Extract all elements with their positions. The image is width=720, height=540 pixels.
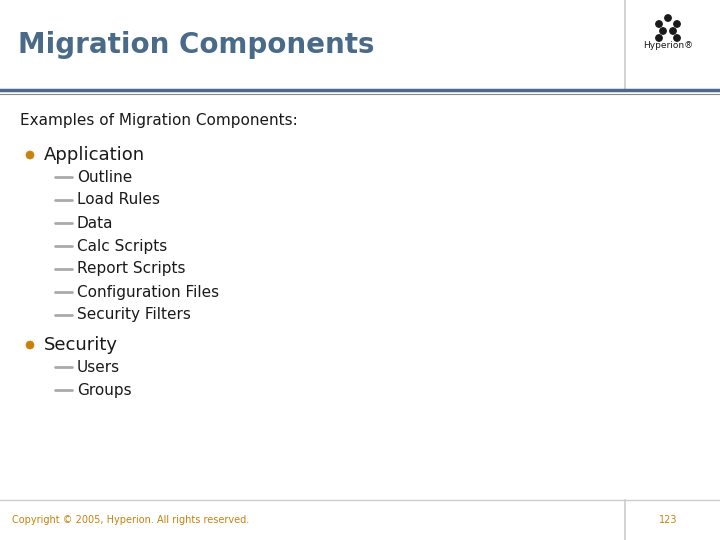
Text: Security Filters: Security Filters xyxy=(77,307,191,322)
Text: Configuration Files: Configuration Files xyxy=(77,285,219,300)
Circle shape xyxy=(26,151,34,159)
Text: Users: Users xyxy=(77,360,120,375)
Circle shape xyxy=(670,28,676,34)
Circle shape xyxy=(656,21,662,27)
Circle shape xyxy=(660,28,666,34)
Text: Outline: Outline xyxy=(77,170,132,185)
Text: Hyperion®: Hyperion® xyxy=(643,42,693,51)
Text: Security: Security xyxy=(44,336,118,354)
Bar xyxy=(0,0,720,90)
Circle shape xyxy=(674,21,680,27)
Text: Examples of Migration Components:: Examples of Migration Components: xyxy=(20,112,298,127)
Text: Data: Data xyxy=(77,215,114,231)
Text: 123: 123 xyxy=(659,515,678,525)
Circle shape xyxy=(656,35,662,41)
Text: Calc Scripts: Calc Scripts xyxy=(77,239,167,253)
Text: Load Rules: Load Rules xyxy=(77,192,160,207)
Text: Groups: Groups xyxy=(77,382,132,397)
Text: Report Scripts: Report Scripts xyxy=(77,261,186,276)
Circle shape xyxy=(674,35,680,41)
Text: Application: Application xyxy=(44,146,145,164)
Text: Migration Components: Migration Components xyxy=(18,31,374,59)
Circle shape xyxy=(665,15,671,21)
Text: Copyright © 2005, Hyperion. All rights reserved.: Copyright © 2005, Hyperion. All rights r… xyxy=(12,515,249,525)
Circle shape xyxy=(26,341,34,349)
